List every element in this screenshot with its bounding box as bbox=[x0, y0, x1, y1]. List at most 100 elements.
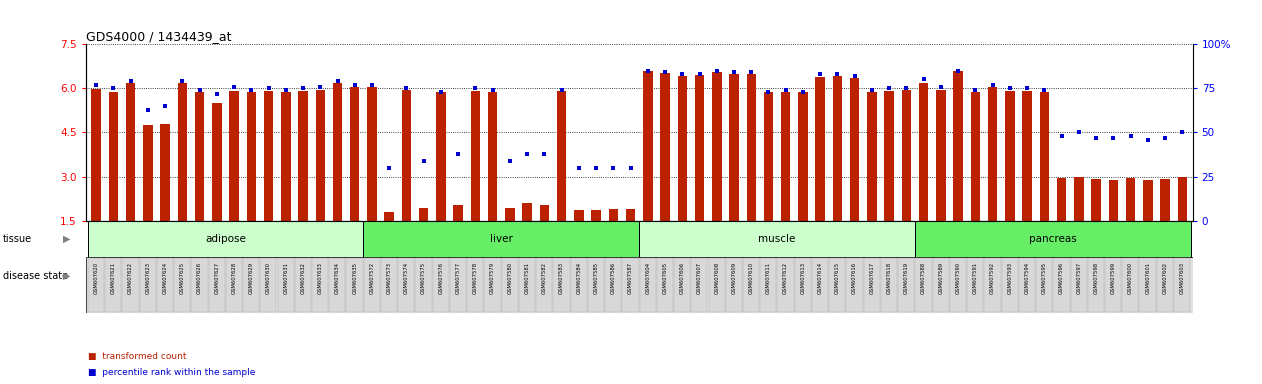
Text: GSM607625: GSM607625 bbox=[180, 262, 184, 294]
Bar bbox=[350, 87, 360, 221]
Point bbox=[569, 165, 589, 171]
Bar bbox=[867, 92, 877, 221]
Bar bbox=[399, 258, 414, 312]
Bar bbox=[298, 91, 308, 221]
Bar bbox=[984, 258, 1001, 312]
Text: GSM607576: GSM607576 bbox=[438, 262, 443, 294]
Bar bbox=[777, 257, 915, 294]
Bar bbox=[488, 92, 497, 221]
Bar bbox=[919, 83, 929, 221]
Point bbox=[707, 68, 727, 74]
Text: GSM607626: GSM607626 bbox=[197, 262, 202, 294]
Bar bbox=[1092, 179, 1100, 221]
Point bbox=[1155, 135, 1175, 141]
Text: GSM607633: GSM607633 bbox=[318, 262, 323, 294]
Bar bbox=[1018, 258, 1035, 312]
Bar bbox=[915, 258, 931, 312]
Point bbox=[1121, 133, 1141, 139]
Bar bbox=[795, 258, 811, 312]
Text: GSM607592: GSM607592 bbox=[991, 262, 996, 294]
Point bbox=[776, 87, 796, 93]
Point bbox=[207, 91, 227, 97]
Text: GSM607575: GSM607575 bbox=[422, 262, 427, 294]
Bar bbox=[608, 209, 618, 221]
Point bbox=[948, 68, 968, 74]
Text: muscle: muscle bbox=[758, 234, 796, 244]
Bar bbox=[915, 221, 1191, 257]
Point bbox=[448, 151, 468, 157]
Bar bbox=[640, 257, 777, 294]
Bar bbox=[1126, 178, 1136, 221]
Text: GSM607629: GSM607629 bbox=[249, 262, 254, 294]
Bar bbox=[367, 87, 377, 221]
Bar bbox=[640, 258, 656, 312]
Point bbox=[758, 89, 779, 95]
Bar bbox=[178, 83, 187, 221]
Bar bbox=[174, 258, 191, 312]
Text: GSM607595: GSM607595 bbox=[1042, 262, 1047, 294]
Text: GSM607573: GSM607573 bbox=[386, 262, 391, 294]
Bar bbox=[1088, 258, 1104, 312]
Bar bbox=[451, 258, 466, 312]
Text: GSM607610: GSM607610 bbox=[748, 262, 753, 294]
Bar bbox=[1036, 258, 1053, 312]
Text: GSM607606: GSM607606 bbox=[680, 262, 685, 294]
Point bbox=[844, 73, 864, 79]
Bar bbox=[899, 258, 915, 312]
Bar bbox=[281, 92, 290, 221]
Bar bbox=[604, 258, 621, 312]
Point bbox=[931, 83, 952, 89]
Bar bbox=[1002, 258, 1017, 312]
Bar bbox=[799, 92, 808, 221]
Bar bbox=[1070, 258, 1087, 312]
Text: GSM607589: GSM607589 bbox=[939, 262, 944, 294]
Text: GSM607632: GSM607632 bbox=[300, 262, 305, 294]
Bar bbox=[433, 258, 449, 312]
Bar bbox=[967, 258, 983, 312]
Bar bbox=[122, 258, 139, 312]
Bar bbox=[1157, 258, 1172, 312]
Text: ▶: ▶ bbox=[63, 270, 71, 281]
Point bbox=[379, 165, 399, 171]
Bar bbox=[640, 221, 915, 257]
Bar bbox=[363, 221, 640, 257]
Text: GSM607617: GSM607617 bbox=[870, 262, 875, 294]
Point bbox=[241, 87, 261, 93]
Text: GSM607586: GSM607586 bbox=[611, 262, 616, 294]
Bar bbox=[656, 258, 673, 312]
Point bbox=[259, 85, 279, 91]
Text: disease state: disease state bbox=[3, 270, 68, 281]
Point bbox=[121, 78, 141, 84]
Bar bbox=[160, 124, 170, 221]
Bar bbox=[588, 258, 604, 312]
Bar bbox=[626, 209, 635, 221]
Bar bbox=[485, 258, 501, 312]
Bar bbox=[781, 92, 790, 221]
Bar bbox=[1122, 258, 1138, 312]
Point bbox=[655, 70, 675, 76]
Point bbox=[517, 151, 538, 157]
Bar bbox=[777, 258, 794, 312]
Text: ■  transformed count: ■ transformed count bbox=[88, 353, 187, 361]
Point bbox=[741, 70, 761, 76]
Point bbox=[138, 106, 158, 113]
Bar bbox=[471, 91, 480, 221]
Bar bbox=[87, 221, 363, 257]
Bar bbox=[574, 210, 583, 221]
Point bbox=[828, 71, 848, 77]
Bar bbox=[743, 258, 760, 312]
Point bbox=[1172, 129, 1193, 136]
Text: GSM607603: GSM607603 bbox=[1180, 262, 1185, 294]
Bar bbox=[557, 91, 567, 221]
Bar bbox=[933, 258, 949, 312]
Bar bbox=[1054, 258, 1069, 312]
Bar bbox=[1140, 258, 1156, 312]
Text: GSM607622: GSM607622 bbox=[129, 262, 133, 294]
Bar bbox=[811, 258, 828, 312]
Text: GSM607580: GSM607580 bbox=[507, 262, 512, 294]
Point bbox=[983, 82, 1003, 88]
Bar bbox=[109, 92, 119, 221]
Bar bbox=[950, 258, 967, 312]
Bar bbox=[553, 258, 569, 312]
Bar bbox=[194, 92, 204, 221]
